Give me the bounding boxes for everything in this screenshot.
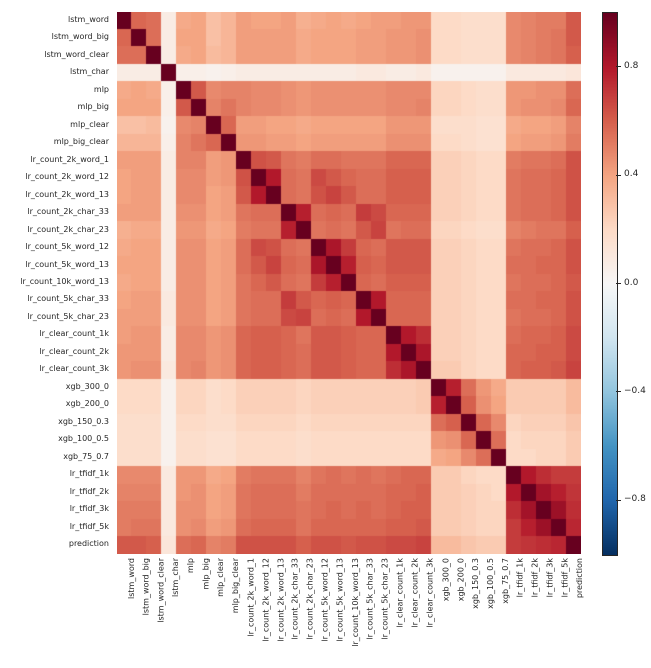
x-label: mlp_big bbox=[202, 558, 210, 589]
x-label: lr_count_2k_word_12 bbox=[262, 558, 270, 642]
y-label: lr_count_2k_word_13 bbox=[0, 191, 109, 199]
y-label: xgb_75_0.7 bbox=[0, 453, 109, 461]
x-label: lr_count_5k_word_13 bbox=[337, 558, 345, 642]
y-label: prediction bbox=[0, 540, 109, 548]
correlation-heatmap: lstm_wordlstm_word_biglstm_word_clearlst… bbox=[0, 0, 651, 666]
y-label: lr_clear_count_1k bbox=[0, 330, 109, 338]
y-label: lr_tfidf_2k bbox=[0, 488, 109, 496]
x-label: lstm_word_big bbox=[142, 558, 150, 615]
x-label: lr_clear_count_2k bbox=[412, 558, 420, 628]
x-label: lr_count_2k_char_33 bbox=[292, 558, 300, 640]
y-label: lr_count_2k_char_33 bbox=[0, 208, 109, 216]
x-label: xgb_150_0.3 bbox=[472, 558, 480, 609]
x-label: xgb_75_0.7 bbox=[502, 558, 510, 604]
x-label: lr_count_2k_word_13 bbox=[277, 558, 285, 642]
colorbar-tick-label: 0.4 bbox=[624, 170, 638, 179]
x-label: lr_tfidf_2k bbox=[532, 558, 540, 597]
y-label: lr_count_2k_word_12 bbox=[0, 173, 109, 181]
x-label: lstm_char bbox=[172, 558, 180, 597]
y-label: lr_clear_count_3k bbox=[0, 365, 109, 373]
y-label: lr_clear_count_2k bbox=[0, 348, 109, 356]
colorbar-tick-line bbox=[616, 175, 621, 176]
y-label: xgb_300_0 bbox=[0, 383, 109, 391]
x-label: lr_clear_count_1k bbox=[397, 558, 405, 628]
x-label: lr_count_5k_word_12 bbox=[322, 558, 330, 642]
y-label: xgb_200_0 bbox=[0, 400, 109, 408]
x-label: mlp bbox=[187, 558, 195, 573]
y-label: lstm_word_big bbox=[0, 33, 109, 41]
y-label: lr_count_5k_char_23 bbox=[0, 313, 109, 321]
y-label: lr_count_5k_char_33 bbox=[0, 295, 109, 303]
colorbar-tick-label: −0.4 bbox=[624, 387, 646, 396]
x-label: lr_count_5k_char_33 bbox=[367, 558, 375, 640]
y-label: mlp_big_clear bbox=[0, 138, 109, 146]
x-label: mlp_clear bbox=[217, 558, 225, 597]
x-axis-labels: lstm_word lstm_word_big lstm_word_clear lst… bbox=[117, 558, 581, 668]
y-label: lstm_char bbox=[0, 68, 109, 76]
x-label: lr_count_10k_word_13 bbox=[352, 558, 360, 647]
x-label: lstm_word bbox=[127, 558, 135, 599]
y-label: mlp bbox=[0, 86, 109, 94]
y-label: lr_count_10k_word_13 bbox=[0, 278, 109, 286]
x-label: xgb_100_0.5 bbox=[487, 558, 495, 609]
x-label: lr_clear_count_3k bbox=[427, 558, 435, 628]
colorbar-ticks: 0.8 0.4 0.0 −0.4 −0.8 bbox=[616, 12, 651, 554]
colorbar-tick-line bbox=[616, 283, 621, 284]
y-label: lstm_word_clear bbox=[0, 51, 109, 59]
y-label: lr_tfidf_1k bbox=[0, 470, 109, 478]
y-label: lr_count_2k_word_1 bbox=[0, 156, 109, 164]
x-label: lr_tfidf_5k bbox=[562, 558, 570, 597]
y-label: lr_tfidf_3k bbox=[0, 505, 109, 513]
y-label: mlp_clear bbox=[0, 121, 109, 129]
x-label: prediction bbox=[577, 558, 585, 598]
y-label: lr_count_5k_word_13 bbox=[0, 261, 109, 269]
y-label: lstm_word bbox=[0, 16, 109, 24]
x-label: mlp_big_clear bbox=[232, 558, 240, 613]
x-label: lr_count_2k_word_1 bbox=[247, 558, 255, 637]
x-label: lstm_word_clear bbox=[157, 558, 165, 623]
x-label: lr_count_5k_char_23 bbox=[382, 558, 390, 640]
y-label: mlp_big bbox=[0, 103, 109, 111]
colorbar-tick-label: 0.0 bbox=[624, 279, 638, 288]
x-label: lr_count_2k_char_23 bbox=[307, 558, 315, 640]
colorbar-tick-line bbox=[616, 66, 621, 67]
y-label: lr_tfidf_5k bbox=[0, 523, 109, 531]
y-label: xgb_150_0.3 bbox=[0, 418, 109, 426]
x-label: lr_tfidf_1k bbox=[517, 558, 525, 597]
x-label: lr_tfidf_3k bbox=[547, 558, 555, 597]
y-label: xgb_100_0.5 bbox=[0, 435, 109, 443]
x-label: xgb_200_0 bbox=[457, 558, 465, 601]
heatmap-grid bbox=[117, 12, 581, 554]
x-label: xgb_300_0 bbox=[442, 558, 450, 601]
colorbar-tick-label: −0.8 bbox=[624, 495, 646, 504]
y-label: lr_count_2k_char_23 bbox=[0, 226, 109, 234]
colorbar-tick-line bbox=[616, 500, 621, 501]
y-label: lr_count_5k_word_12 bbox=[0, 243, 109, 251]
colorbar-tick-label: 0.8 bbox=[624, 62, 638, 71]
colorbar-tick-line bbox=[616, 391, 621, 392]
